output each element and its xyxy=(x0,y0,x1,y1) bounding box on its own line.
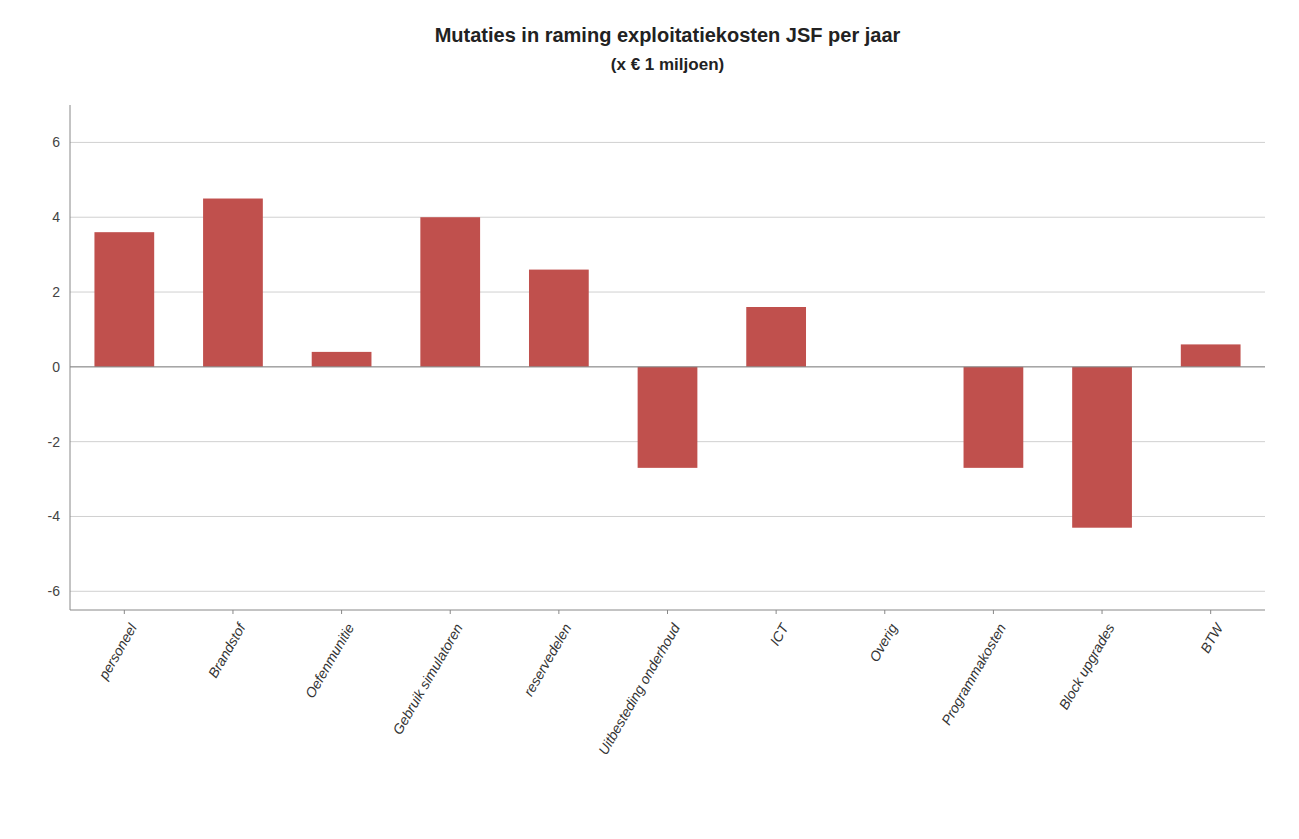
x-tick-label: Block upgrades xyxy=(1056,621,1118,713)
x-tick xyxy=(993,610,994,614)
bar xyxy=(203,199,263,367)
x-tick xyxy=(1210,610,1211,614)
bar xyxy=(420,217,480,367)
x-tick xyxy=(124,610,125,614)
bar xyxy=(964,367,1024,468)
x-tick-label: personeel xyxy=(95,620,141,683)
bar xyxy=(1072,367,1132,528)
x-tick-label: BTW xyxy=(1197,619,1227,655)
grid-line xyxy=(70,591,1265,592)
x-tick xyxy=(884,610,885,614)
bar xyxy=(638,367,698,468)
y-tick-label: 4 xyxy=(52,209,60,225)
zero-line xyxy=(70,366,1265,367)
x-tick-label: Gebruik simulatoren xyxy=(389,621,466,738)
x-tick xyxy=(558,610,559,614)
y-tick-label: -4 xyxy=(48,508,61,524)
grid-line xyxy=(70,142,1265,143)
y-axis-line xyxy=(70,105,71,610)
x-tick-label: Uitbesteding onderhoud xyxy=(595,620,684,758)
subtitle: (x € 1 miljoen) xyxy=(611,55,724,74)
x-tick-label: Brandstof xyxy=(205,619,250,681)
title: Mutaties in raming exploitatiekosten JSF… xyxy=(435,24,901,46)
bar xyxy=(746,307,806,367)
grid-line xyxy=(70,366,1265,367)
x-tick-label: Programmakosten xyxy=(938,621,1009,728)
bar xyxy=(94,232,154,367)
x-tick xyxy=(667,610,668,614)
x-tick-label: reservedelen xyxy=(520,621,574,699)
y-grid xyxy=(70,142,1265,591)
x-tick xyxy=(232,610,233,614)
x-tick-label: ICT xyxy=(767,619,793,648)
x-tick xyxy=(776,610,777,614)
x-tick xyxy=(450,610,451,614)
bar xyxy=(1181,344,1241,366)
y-tick-label: -6 xyxy=(48,583,61,599)
x-tick-label: Oefenmunitie xyxy=(302,621,358,701)
bars xyxy=(94,199,1240,528)
x-tick xyxy=(341,610,342,614)
chart-container: Mutaties in raming exploitatiekosten JSF… xyxy=(0,0,1299,839)
y-tick-label: -2 xyxy=(48,434,61,450)
y-tick-label: 0 xyxy=(52,359,60,375)
bar xyxy=(529,270,589,367)
x-tick xyxy=(1102,610,1103,614)
y-tick-label: 6 xyxy=(52,134,60,150)
chart-svg: Mutaties in raming exploitatiekosten JSF… xyxy=(0,0,1299,839)
bar xyxy=(312,352,372,367)
x-tick-label: Overig xyxy=(866,621,901,665)
y-tick-label: 2 xyxy=(52,284,60,300)
